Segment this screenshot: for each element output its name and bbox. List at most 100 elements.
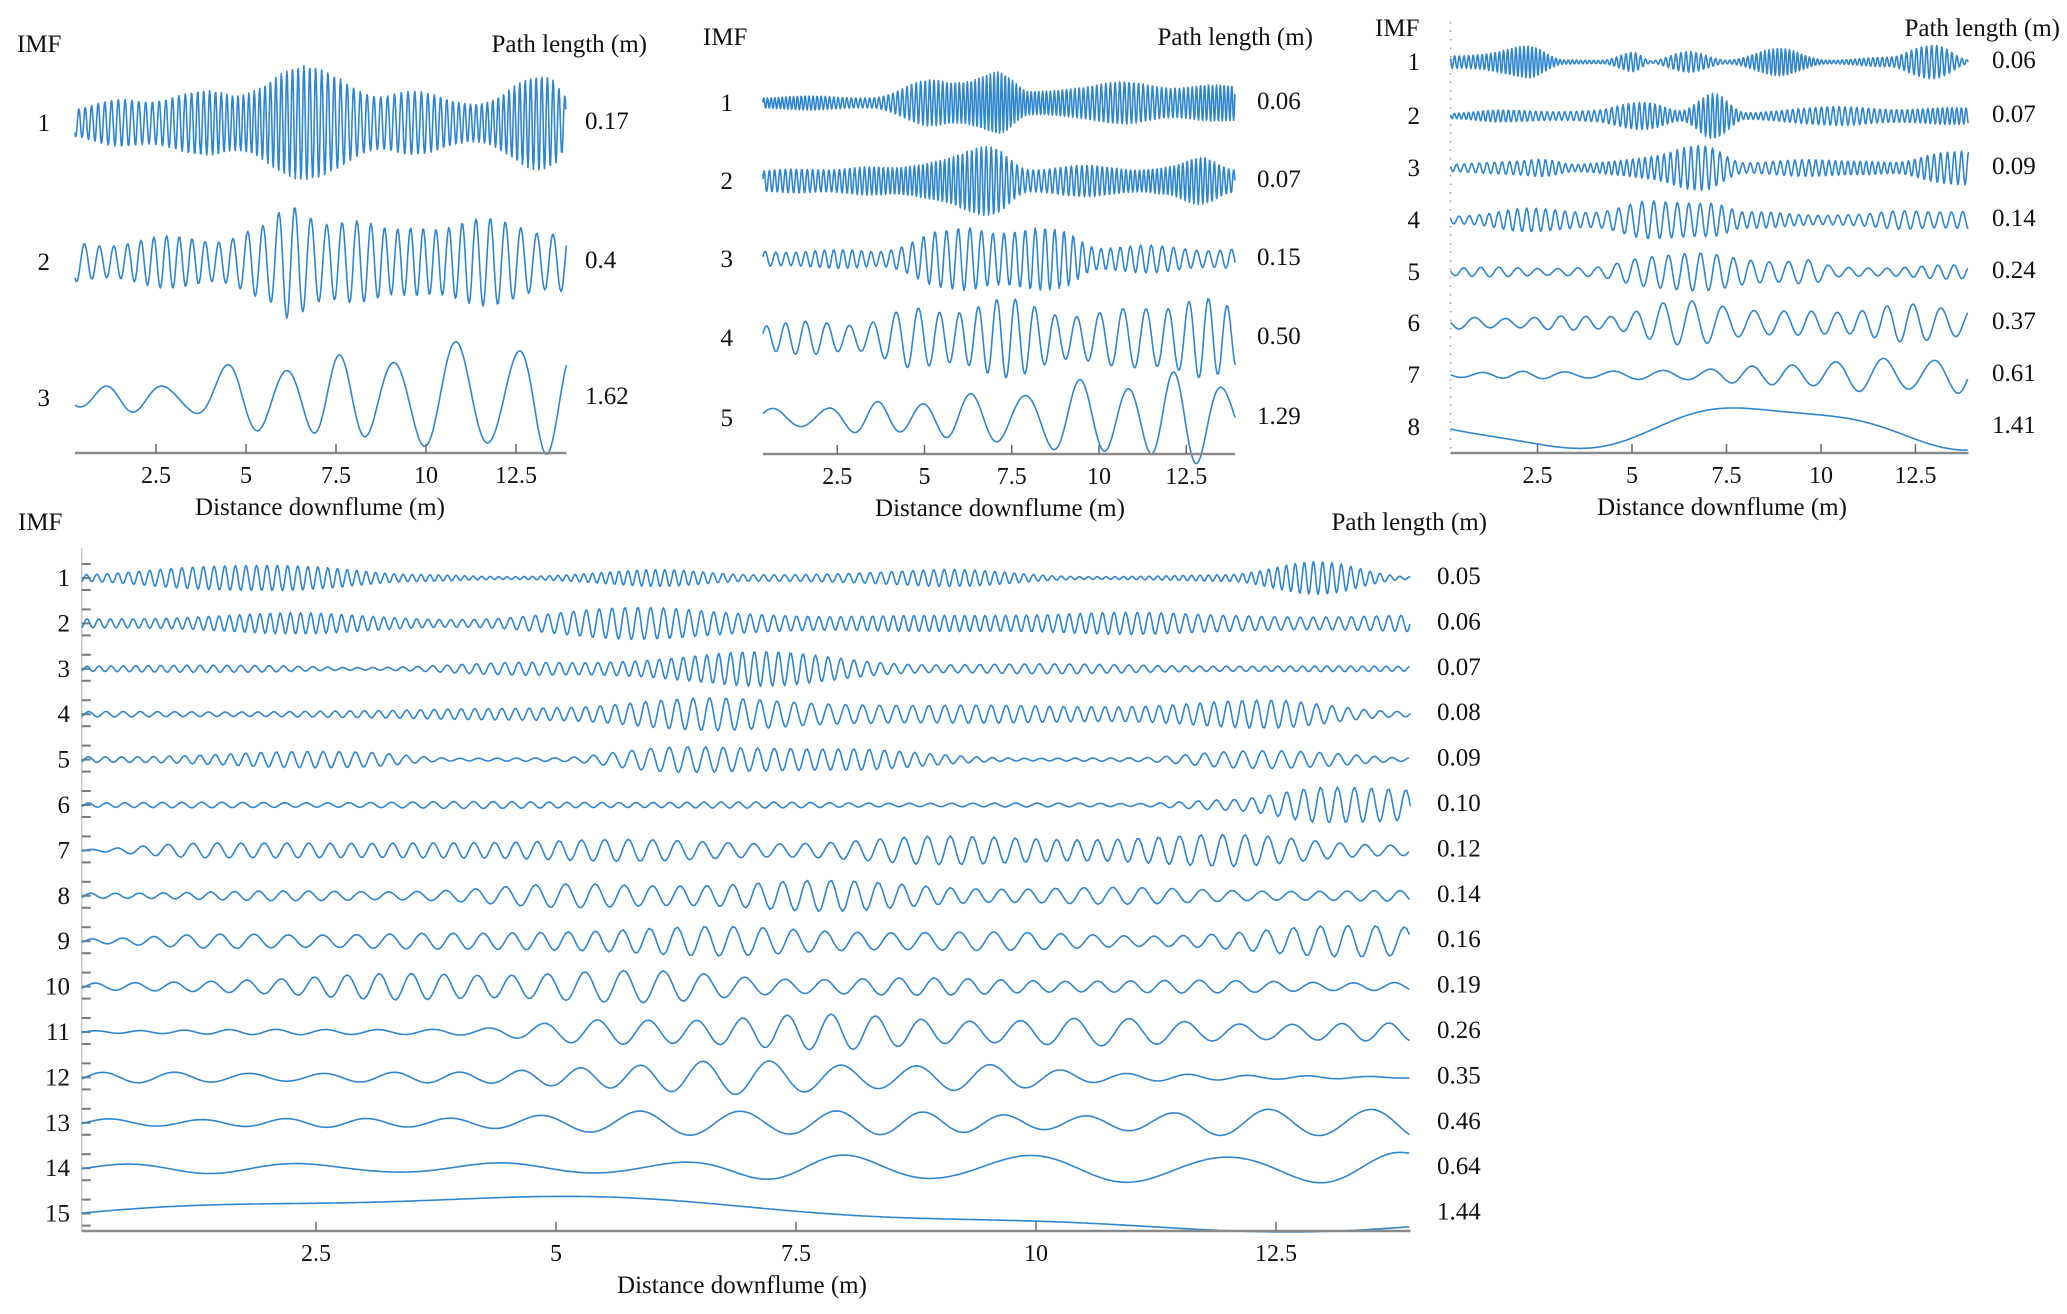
imf-7-trace: [1450, 357, 1969, 394]
imf-6-trace: [1449, 300, 1969, 346]
imf-4-trace: [1449, 200, 1969, 240]
imf-row-label: 1: [58, 565, 71, 592]
imf-2-trace: [762, 145, 1236, 216]
panel-c: IMF Path length (m) 1 0.06 2 0.07 3 0.09 4 0.14 5 0…: [1375, 15, 2060, 521]
x-tick-label: 10: [1087, 464, 1111, 490]
imf-row-label: 5: [58, 747, 71, 774]
panel-d: IMF Path length (m) 1 0.05 2 0.06 3 0.07 4 0.08 5 0…: [18, 509, 1487, 1299]
imf-5-trace: [762, 371, 1236, 465]
x-tick-label: 10: [1809, 463, 1833, 489]
path-length-value: 0.15: [1257, 244, 1301, 271]
x-axis-title: Distance downflume (m): [1597, 494, 1847, 521]
imf-row-label: 7: [58, 837, 71, 864]
imf-2-trace: [74, 207, 568, 319]
imf-13-trace: [81, 1108, 1410, 1137]
imf-1-trace: [762, 71, 1236, 134]
x-axis-title: Distance downflume (m): [617, 1272, 867, 1299]
imf-row-label: 3: [1408, 155, 1421, 182]
imf-row-label: 3: [58, 656, 71, 683]
path-length-value: 0.17: [585, 108, 629, 135]
path-length-value: 0.14: [1437, 881, 1481, 908]
path-length-header: Path length (m): [1904, 15, 2060, 42]
imf-10-trace: [81, 969, 1410, 1004]
imf-3-trace: [762, 227, 1236, 292]
x-tick-label: 5: [240, 463, 252, 489]
imf-row-label: 3: [721, 246, 734, 273]
path-length-value: 0.64: [1437, 1153, 1481, 1180]
imf-row-label: 6: [1408, 310, 1421, 337]
path-length-value: 0.09: [1992, 153, 2036, 180]
path-length-value: 0.14: [1992, 205, 2036, 232]
path-length-value: 0.09: [1437, 745, 1481, 772]
path-length-value: 1.41: [1992, 412, 2036, 439]
imf-row-label: 1: [721, 90, 734, 117]
imf-row-label: 2: [1408, 103, 1421, 130]
path-length-value: 0.07: [1437, 654, 1481, 681]
imf-2-trace: [81, 606, 1411, 641]
imf-row-label: 7: [1408, 362, 1421, 389]
imf-3-trace: [81, 651, 1411, 688]
x-axis-title: Distance downflume (m): [195, 494, 445, 521]
path-length-value: 1.44: [1437, 1199, 1481, 1226]
imf-9-trace: [81, 924, 1411, 958]
imf-row-label: 8: [58, 883, 71, 910]
imf-row-label: 2: [721, 168, 734, 195]
path-length-value: 0.26: [1437, 1017, 1481, 1044]
path-length-value: 0.37: [1992, 308, 2036, 335]
path-length-value: 0.24: [1992, 257, 2036, 284]
imf-row-label: 4: [58, 701, 71, 728]
imf-header: IMF: [18, 509, 62, 536]
imf-row-label: 12: [45, 1064, 70, 1091]
x-axis-title: Distance downflume (m): [875, 495, 1125, 522]
path-length-value: 0.4: [585, 247, 617, 274]
path-length-value: 0.08: [1437, 699, 1481, 726]
path-length-value: 0.19: [1437, 972, 1481, 999]
imf-row-label: 2: [38, 249, 51, 276]
imf-4-trace: [81, 697, 1411, 732]
imf-15-trace: [81, 1195, 1410, 1233]
imf-5-trace: [1449, 252, 1969, 292]
imf-8-trace: [1450, 407, 1968, 451]
path-length-value: 0.16: [1437, 926, 1481, 953]
imf-4-trace: [762, 298, 1236, 379]
path-length-value: 0.07: [1992, 101, 2036, 128]
imf-row-label: 15: [45, 1201, 70, 1228]
x-tick-label: 7.5: [321, 463, 351, 489]
imf-row-label: 5: [721, 405, 734, 432]
path-length-value: 0.10: [1437, 790, 1481, 817]
imf-row-label: 3: [38, 385, 51, 412]
imf-row-label: 1: [1408, 49, 1421, 76]
imf-row-label: 13: [45, 1110, 70, 1137]
imf-1-trace: [1449, 44, 1969, 80]
x-tick-label: 2.5: [141, 463, 171, 489]
path-length-value: 0.50: [1257, 323, 1301, 350]
path-length-header: Path length (m): [491, 31, 647, 58]
imf-header: IMF: [1375, 15, 1419, 42]
path-length-value: 1.29: [1257, 403, 1301, 430]
panel-a: IMF Path length (m) 1 0.17 2 0.4 3 1.62 2.5 5 7.5 1…: [17, 31, 647, 521]
imf-row-label: 8: [1408, 414, 1421, 441]
x-tick-label: 2.5: [1523, 463, 1553, 489]
x-tick-label: 7.5: [781, 1241, 811, 1267]
x-tick-label: 10: [414, 463, 438, 489]
path-length-value: 0.35: [1437, 1062, 1481, 1089]
path-length-value: 0.06: [1437, 608, 1481, 635]
imf-12-trace: [81, 1060, 1410, 1096]
path-length-value: 0.06: [1992, 47, 2036, 74]
imf-11-trace: [81, 1013, 1410, 1051]
imf-2-trace: [1449, 92, 1969, 140]
imf-header: IMF: [703, 24, 747, 51]
imf-row-label: 10: [45, 974, 70, 1001]
imf-1-trace: [81, 560, 1411, 596]
x-tick-label: 7.5: [1712, 463, 1742, 489]
x-tick-label: 12.5: [495, 463, 537, 489]
imf-5-trace: [81, 746, 1410, 774]
path-length-value: 0.12: [1437, 835, 1481, 862]
imf-header: IMF: [17, 31, 61, 58]
imf-14-trace: [81, 1151, 1410, 1184]
x-tick-label: 5: [919, 464, 931, 490]
path-length-value: 0.61: [1992, 360, 2036, 387]
imf-7-trace: [81, 833, 1410, 868]
panel-b: IMF Path length (m) 1 0.06 2 0.07 3 0.15 4 0.50 5 1…: [703, 24, 1313, 522]
